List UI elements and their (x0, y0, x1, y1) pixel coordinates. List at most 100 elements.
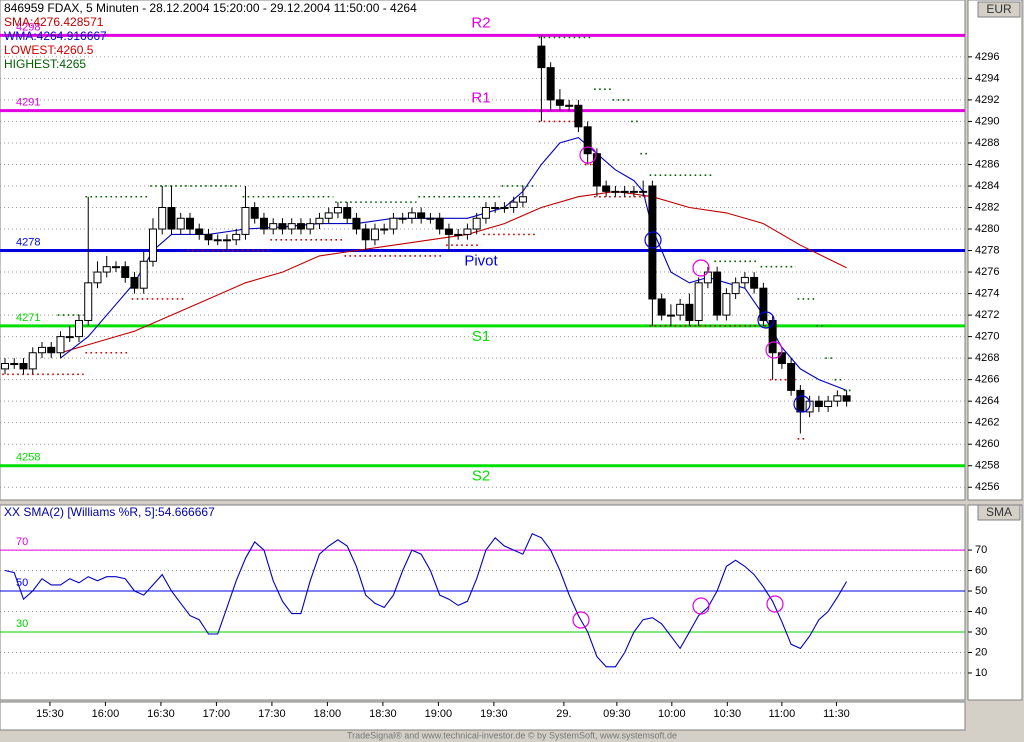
signal-circle (765, 341, 783, 359)
candle-body (370, 228, 379, 241)
candle-body (602, 185, 611, 192)
candle-body (750, 276, 759, 289)
signal-circle (766, 595, 784, 613)
x-tick-label: 11:00 (769, 708, 796, 720)
candle-body (407, 212, 416, 219)
candle-body (842, 395, 851, 402)
candle-body (232, 233, 241, 241)
candle-body (639, 190, 648, 193)
legend-entry: SMA:4276.428571 (4, 15, 104, 29)
y-tick-label: 4274 (975, 287, 999, 299)
y-tick-label: 4256 (975, 481, 999, 493)
candle-body (19, 363, 28, 370)
candle-body (685, 303, 694, 321)
candle-body (787, 363, 796, 391)
candle-body (435, 217, 444, 230)
candle-body (426, 217, 435, 220)
signal-circle (692, 597, 710, 615)
level-value: 4278 (16, 236, 40, 248)
candle-body (814, 400, 823, 408)
x-tick-label: 15:30 (36, 708, 64, 720)
candle-body (343, 207, 352, 219)
candle-body (222, 239, 231, 242)
signal-circles (572, 146, 811, 629)
candle-body (47, 346, 56, 354)
candle-body (833, 395, 842, 402)
candle-body (352, 217, 361, 230)
y-tick-label: 30 (975, 626, 987, 638)
candle-body (491, 207, 500, 210)
level-name: R1 (471, 90, 490, 107)
x-tick-label: 19:30 (480, 708, 508, 720)
candle-body (28, 352, 37, 370)
candle-body (574, 104, 583, 128)
y-tick-label: 4280 (975, 223, 999, 235)
y-tick-label: 4288 (975, 137, 999, 149)
level-value: 4258 (16, 452, 40, 464)
candle-body (824, 400, 833, 408)
candle-body (333, 207, 342, 214)
candle-body (694, 282, 703, 321)
candle-body (204, 233, 213, 241)
y-tick-label: 4282 (975, 201, 999, 213)
legend-entry: WMA:4264.916667 (4, 29, 107, 43)
y-tick-label: 4286 (975, 158, 999, 170)
x-tick-label: 29. (556, 708, 571, 720)
candle-body (324, 212, 333, 219)
candle-body (722, 293, 731, 316)
level-value: 4291 (16, 97, 40, 109)
candle-body (84, 282, 93, 321)
candle-body (777, 352, 786, 365)
candle-body (389, 217, 398, 230)
candle-body (768, 319, 777, 354)
candle-body (361, 228, 370, 241)
x-tick-label: 17:00 (203, 708, 231, 720)
y-tick-label: 4296 (975, 51, 999, 63)
candle-body (195, 228, 204, 235)
candle-body (74, 319, 83, 338)
x-tick-label: 16:30 (147, 708, 175, 720)
candle-body (10, 363, 19, 366)
candle-body (537, 45, 546, 69)
candle-body (269, 223, 278, 230)
signal-circle (757, 311, 775, 329)
unit-label: SMA (986, 505, 1012, 519)
y-tick-label: 4260 (975, 438, 999, 450)
level-value: 70 (16, 536, 28, 548)
candle-body (259, 217, 268, 230)
candle-body (629, 190, 638, 193)
candle-body (0, 363, 9, 370)
level-value: 4298 (16, 21, 40, 33)
candle-body (703, 271, 712, 284)
candle-body (518, 196, 527, 203)
candle-body (287, 223, 296, 230)
candle-body (666, 314, 675, 317)
signal-circle (793, 395, 811, 413)
candle-body (306, 223, 315, 230)
candle-body (296, 223, 305, 230)
panel-title: XX SMA(2) [Williams %R, 5]:54.666667 (4, 505, 215, 519)
candle-body (315, 217, 324, 225)
candle-body (130, 276, 139, 289)
time-axis (0, 701, 966, 731)
y-tick-label: 4276 (975, 266, 999, 278)
candle-body (213, 239, 222, 242)
candle-body (37, 346, 46, 354)
candle-body (620, 190, 629, 193)
candle-body (500, 207, 509, 210)
y-tick-label: 40 (975, 605, 987, 617)
level-name: S1 (472, 328, 490, 345)
x-tick-label: 17:30 (258, 708, 286, 720)
candle-body (444, 228, 453, 235)
unit-box (977, 504, 1021, 521)
y-tick-label: 4258 (975, 460, 999, 472)
candle-body (417, 212, 426, 219)
candle-body (546, 67, 555, 101)
unit-box (977, 1, 1021, 18)
candle-body (648, 185, 657, 300)
x-tick-label: 19:00 (425, 708, 453, 720)
x-tick-label: 10:30 (714, 708, 742, 720)
oscillator-line (4, 532, 848, 668)
candle-body (241, 207, 250, 235)
